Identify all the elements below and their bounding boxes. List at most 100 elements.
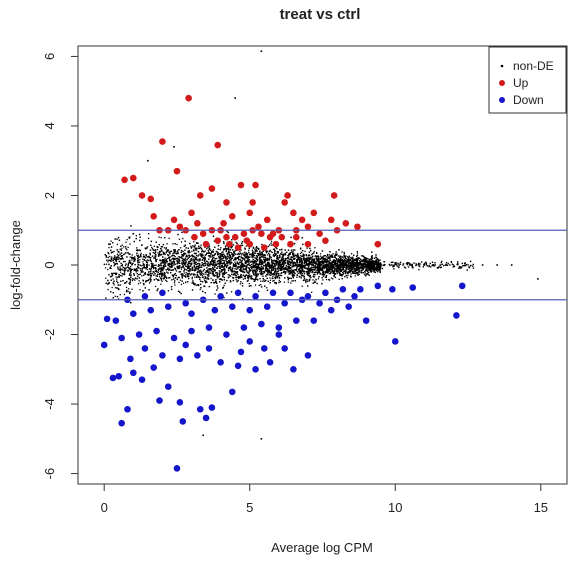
non-de-point [263,259,264,260]
non-de-point [137,276,138,277]
non-de-point [212,267,213,268]
non-de-point [230,275,231,276]
non-de-point [287,277,288,278]
non-de-point [290,263,291,264]
non-de-point [281,260,282,261]
non-de-point [117,296,118,297]
non-de-point [121,249,122,250]
non-de-point [205,282,206,283]
non-de-point [236,279,237,280]
non-de-point [247,278,248,279]
non-de-point [237,268,238,269]
non-de-point [219,264,220,265]
non-de-point [158,272,159,273]
non-de-point [240,269,241,270]
non-de-point [273,254,274,255]
non-de-point [235,254,236,255]
non-de-point [302,273,303,274]
non-de-point [153,257,154,258]
non-de-point [250,277,251,278]
non-de-point [311,254,312,255]
non-de-point [126,249,127,250]
non-de-point [261,286,262,287]
non-de-point [261,266,262,267]
non-de-point [335,261,336,262]
non-de-point [125,265,126,266]
non-de-point [243,278,244,279]
non-de-point [158,255,159,256]
non-de-point [166,259,167,260]
non-de-point [301,263,302,264]
non-de-point [300,255,301,256]
non-de-point [157,274,158,275]
non-de-point [171,259,172,260]
non-de-point [266,274,267,275]
non-de-point [186,266,187,267]
non-de-point [256,269,257,270]
non-de-point [114,258,115,259]
non-de-point [120,263,121,264]
non-de-point [172,243,173,244]
non-de-point [240,276,241,277]
non-de-point [320,256,321,257]
non-de-point [250,270,251,271]
non-de-point [251,278,252,279]
non-de-point [210,278,211,279]
non-de-point [189,273,190,274]
non-de-point [272,280,273,281]
non-de-point [161,279,162,280]
non-de-point [146,247,147,248]
non-de-point [329,279,330,280]
non-de-point [360,259,361,260]
non-de-point [128,247,129,248]
non-de-point [285,273,286,274]
non-de-point [309,273,310,274]
non-de-point [243,254,244,255]
non-de-point [201,248,202,249]
non-de-point [249,260,250,261]
non-de-point [203,251,204,252]
non-de-point [232,249,233,250]
non-de-point [158,266,159,267]
non-de-point [209,248,210,249]
non-de-point [139,289,140,290]
non-de-point [192,289,193,290]
non-de-point [181,241,182,242]
non-de-point [266,287,267,288]
non-de-point [143,283,144,284]
non-de-point [116,274,117,275]
non-de-point [229,252,230,253]
non-de-point [176,244,177,245]
non-de-point [123,267,124,268]
non-de-point [288,279,289,280]
non-de-point [133,279,134,280]
non-de-point [166,271,167,272]
non-de-point [258,267,259,268]
non-de-point [248,252,249,253]
non-de-point [375,256,376,257]
non-de-point [114,257,115,258]
non-de-point [239,251,240,252]
non-de-point [326,256,327,257]
non-de-point [155,254,156,255]
non-de-point [255,284,256,285]
non-de-point [230,259,231,260]
non-de-point [313,283,314,284]
non-de-point [181,257,182,258]
non-de-point [189,252,190,253]
non-de-point [112,275,113,276]
non-de-point [117,268,118,269]
non-de-point [125,270,126,271]
non-de-point [122,244,123,245]
non-de-point [265,270,266,271]
non-de-point [370,271,371,272]
non-de-point [284,269,285,270]
non-de-point [316,257,317,258]
non-de-point [290,237,291,238]
non-de-point [169,253,170,254]
non-de-point [129,243,130,244]
non-de-point [214,260,215,261]
non-de-point [146,268,147,269]
non-de-point [333,276,334,277]
non-de-point [185,265,186,266]
